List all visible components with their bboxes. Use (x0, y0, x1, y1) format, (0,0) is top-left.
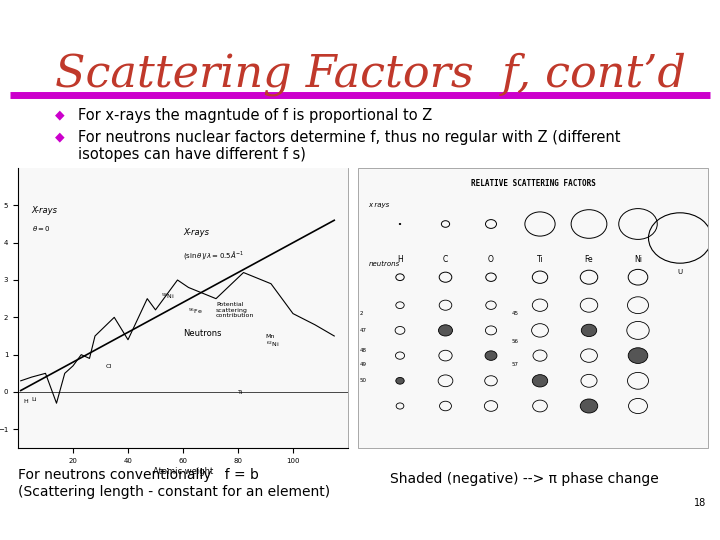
Text: 57: 57 (512, 361, 519, 367)
Text: $\theta=0$: $\theta=0$ (32, 225, 50, 233)
Text: 56: 56 (512, 339, 519, 344)
Bar (18, 168, 348, 448)
Text: 48: 48 (360, 348, 366, 353)
Text: $^{62}$Ni: $^{62}$Ni (266, 340, 279, 349)
Text: (Scattering length - constant for an element): (Scattering length - constant for an ele… (18, 485, 330, 499)
Text: 47: 47 (360, 328, 366, 333)
X-axis label: Atomic weight: Atomic weight (153, 467, 213, 476)
Bar (358, 168, 708, 448)
Text: 45: 45 (512, 311, 519, 316)
Text: Shaded (negative) --> π phase change: Shaded (negative) --> π phase change (390, 472, 659, 486)
Text: U: U (678, 269, 683, 275)
Text: Potential
scattering
contribution: Potential scattering contribution (216, 302, 254, 319)
Text: 18: 18 (694, 498, 706, 508)
Text: ◆: ◆ (55, 108, 65, 121)
Text: H: H (24, 399, 28, 404)
Text: Scattering Factors  f, cont’d: Scattering Factors f, cont’d (55, 52, 686, 96)
Text: 49: 49 (360, 361, 366, 367)
Text: Cl: Cl (106, 364, 112, 369)
Text: For neutrons conventionally   f = b: For neutrons conventionally f = b (18, 468, 259, 482)
Text: X-rays: X-rays (183, 228, 209, 237)
Text: 50: 50 (360, 379, 366, 383)
Text: For x-rays the magntude of f is proportional to Z: For x-rays the magntude of f is proporti… (78, 108, 432, 123)
Text: RELATIVE SCATTERING FACTORS: RELATIVE SCATTERING FACTORS (471, 179, 595, 188)
Text: Fe: Fe (585, 255, 593, 264)
Text: X-rays: X-rays (32, 206, 58, 215)
Text: $(\sin\theta)/\lambda=0.5\AA^{-1}$: $(\sin\theta)/\lambda=0.5\AA^{-1}$ (183, 249, 244, 261)
Circle shape (485, 351, 497, 360)
Text: Ni: Ni (634, 255, 642, 264)
Text: 2: 2 (360, 311, 364, 316)
Text: C: C (443, 255, 448, 264)
Text: neutrons: neutrons (369, 261, 400, 267)
Text: $^{56}$Fe: $^{56}$Fe (189, 307, 204, 316)
Text: Li: Li (32, 397, 37, 402)
Text: H: H (397, 255, 403, 264)
Text: x rays: x rays (369, 202, 390, 208)
Text: $^{58}$Ni: $^{58}$Ni (161, 292, 175, 301)
Text: Mn: Mn (266, 334, 275, 339)
Circle shape (580, 399, 598, 413)
Text: isotopes can have different f s): isotopes can have different f s) (78, 147, 306, 162)
Circle shape (532, 375, 548, 387)
Text: Neutrons: Neutrons (183, 329, 222, 338)
Text: For neutrons nuclear factors determine f, thus no regular with Z (different: For neutrons nuclear factors determine f… (78, 130, 621, 145)
Circle shape (628, 348, 648, 363)
Text: Ti: Ti (238, 390, 243, 395)
Text: Ti: Ti (536, 255, 544, 264)
Circle shape (438, 325, 452, 336)
Circle shape (581, 324, 597, 336)
Text: O: O (488, 255, 494, 264)
Circle shape (396, 377, 404, 384)
Text: ◆: ◆ (55, 130, 65, 143)
